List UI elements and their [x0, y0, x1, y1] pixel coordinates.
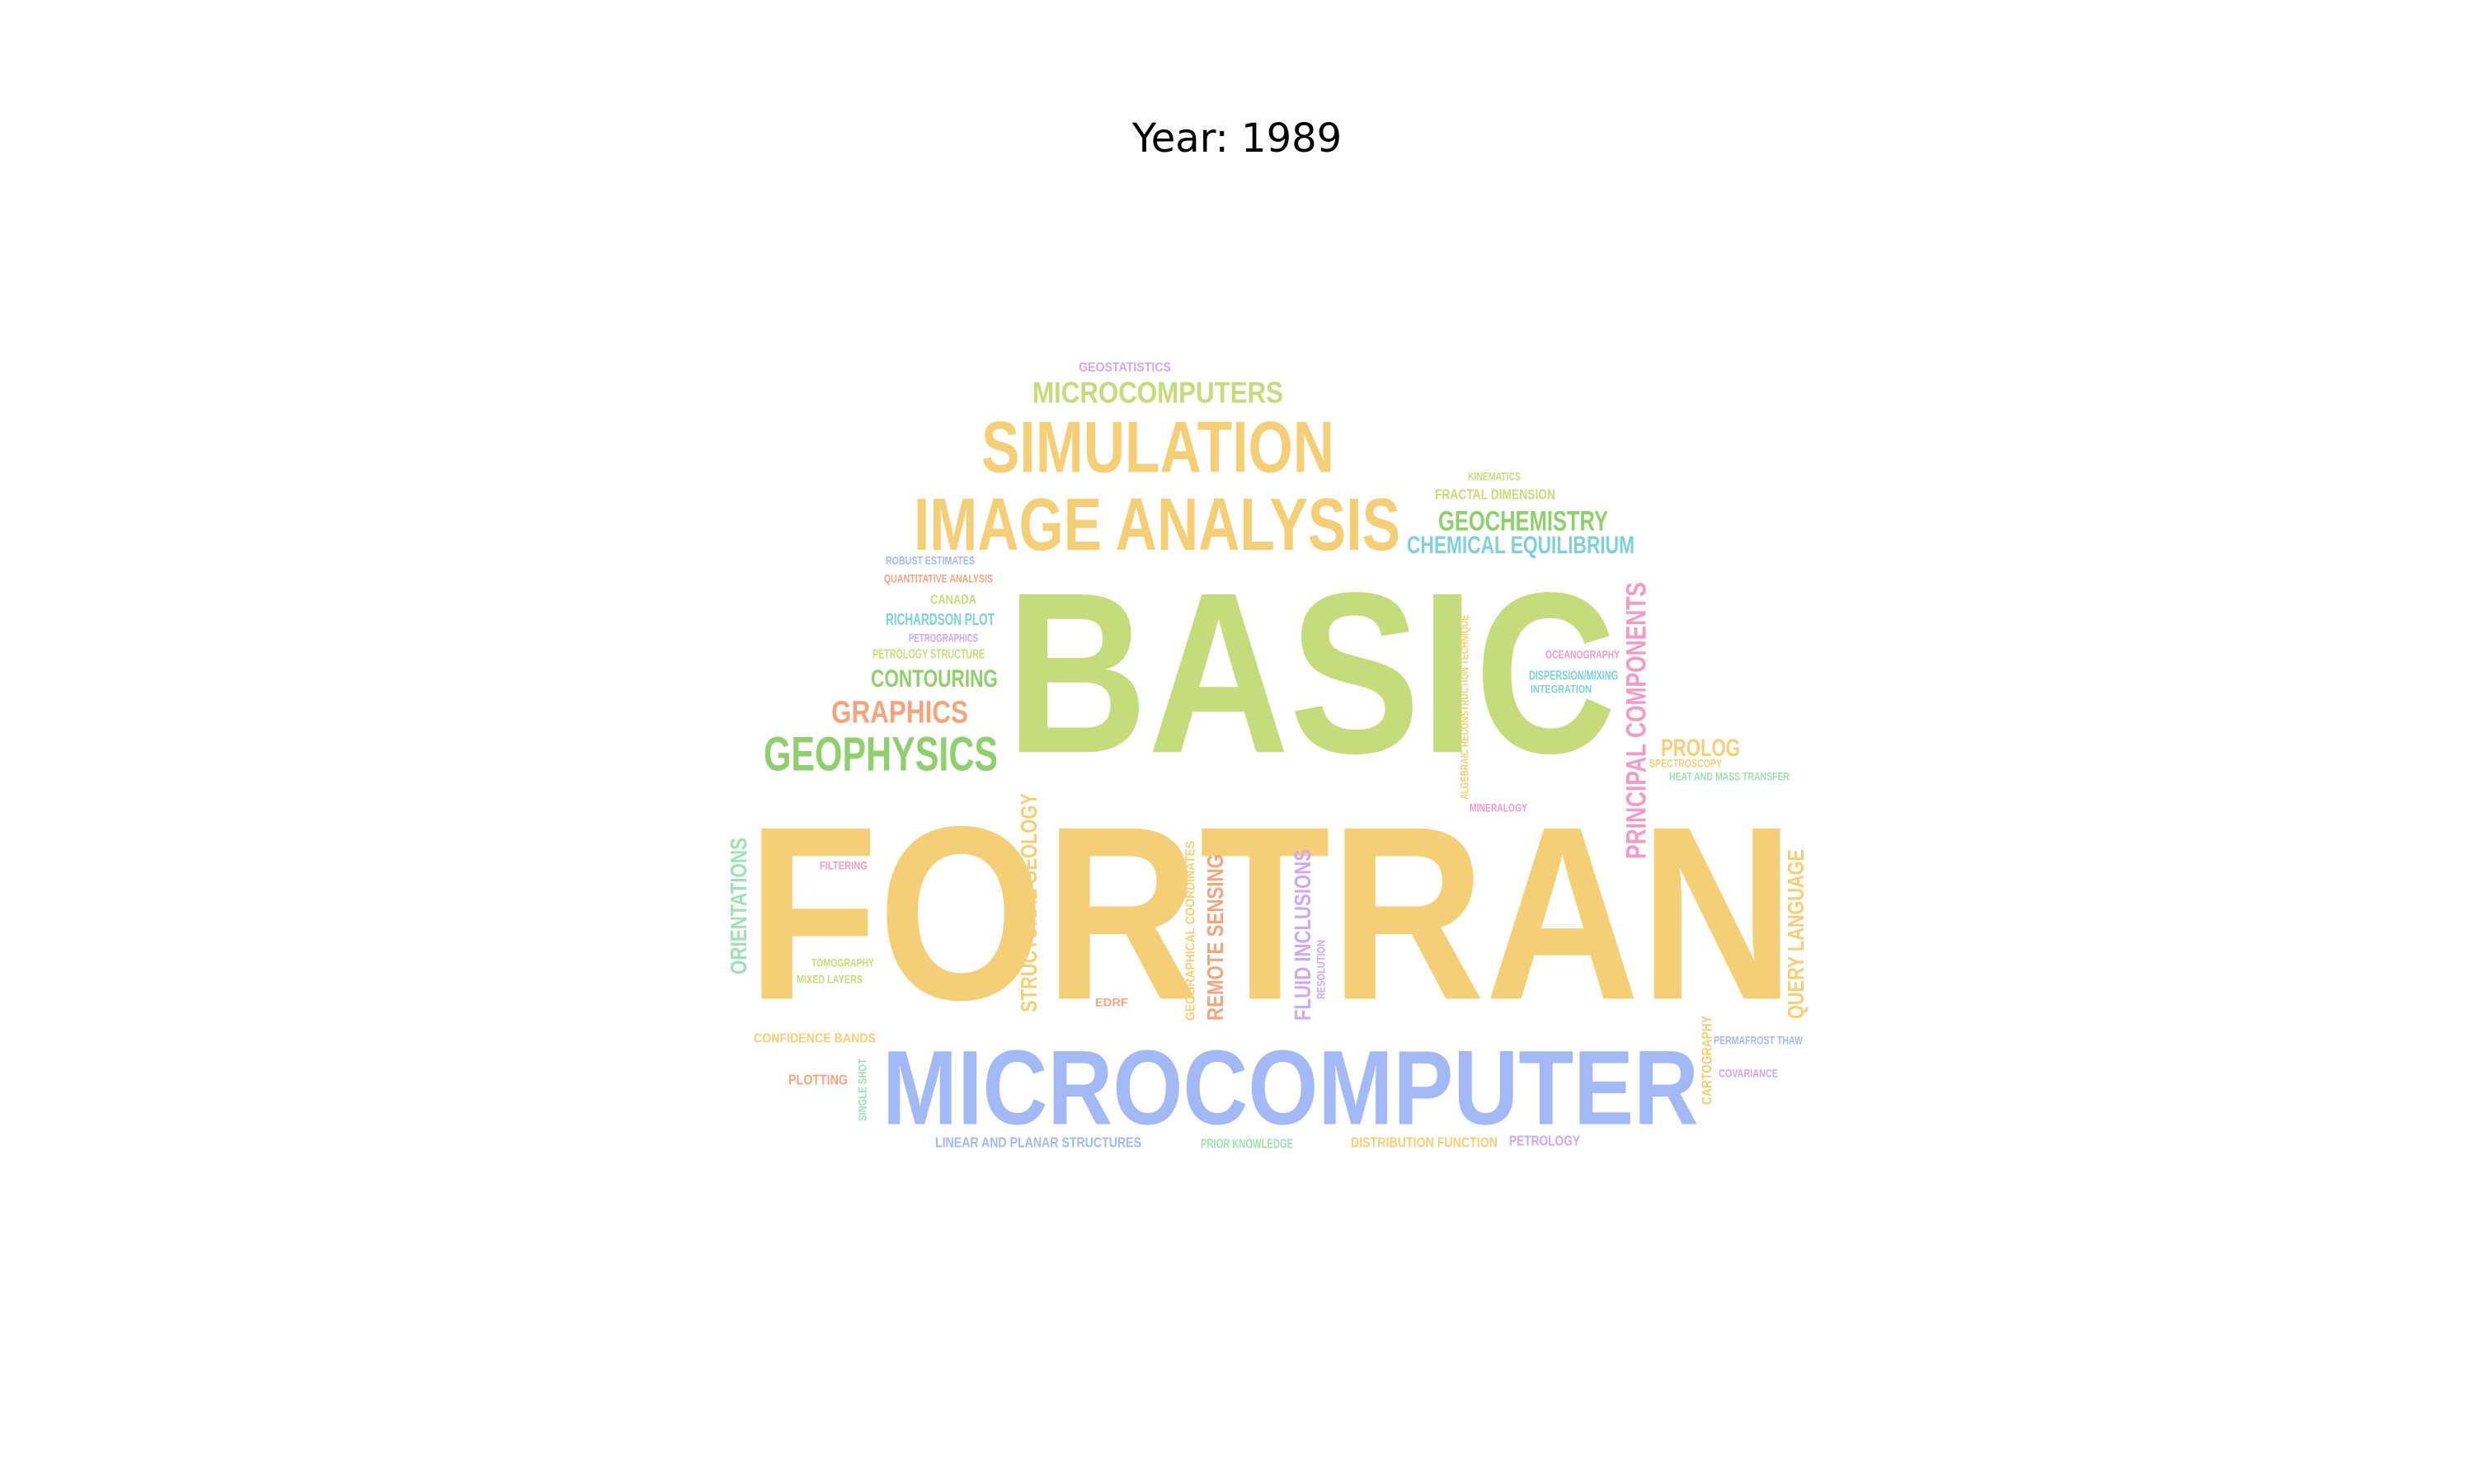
word-orientations: ORIENTATIONS: [726, 838, 752, 974]
word-petrology: PETROLOGY: [1509, 1133, 1580, 1150]
word-covariance: COVARIANCE: [1719, 1068, 1778, 1081]
word-tomography: TOMOGRAPHY: [811, 957, 874, 970]
word-chemical-equilibrium: CHEMICAL EQUILIBRIUM: [1407, 530, 1634, 559]
word-permafrost-thaw: PERMAFROST THAW: [1714, 1035, 1803, 1048]
word-spectroscopy: SPECTROSCOPY: [1649, 758, 1722, 771]
word-robust-estimates: ROBUST ESTIMATES: [886, 555, 975, 568]
word-oceanography: OCEANOGRAPHY: [1545, 649, 1620, 662]
word-microcomputer: MICROCOMPUTER: [882, 1029, 1699, 1148]
word-filtering: FILTERING: [820, 860, 868, 873]
word-structural-geology: STRUCTURAL GEOLOGY: [1016, 793, 1042, 1012]
word-richardson-plot: RICHARDSON PLOT: [886, 611, 995, 629]
word-fractal-dimension: FRACTAL DIMENSION: [1435, 486, 1555, 504]
word-fortran: FORTRAN: [747, 774, 1794, 1052]
word-geophysics: GEOPHYSICS: [764, 727, 998, 781]
word-petrographics: PETROGRAPHICS: [909, 632, 978, 646]
word-kinematics: KINEMATICS: [1468, 471, 1521, 484]
word-plotting: PLOTTING: [788, 1072, 848, 1089]
word-principal-components: PRINCIPAL COMPONENTS: [1620, 582, 1653, 859]
word-fluid-inclusions: FLUID INCLUSIONS: [1290, 849, 1316, 1021]
word-heat-and-mass-transfer: HEAT AND MASS TRANSFER: [1669, 771, 1790, 784]
word-mineralogy: MINERALOGY: [1470, 802, 1527, 815]
word-mixed-layers: MIXED LAYERS: [797, 974, 863, 987]
word-edrf: EDRF: [1095, 997, 1128, 1010]
word-algebraic-reconstruction-technique: ALGEBRAIC RECONSTRUCTION TECHNIQUE: [1459, 615, 1472, 800]
word-distribution-function: DISTRIBUTION FUNCTION: [1351, 1134, 1498, 1152]
word-dispersion-mixing: DISPERSION/MIXING: [1529, 668, 1618, 683]
word-basic: BASIC: [1006, 544, 1616, 801]
word-prolog: PROLOG: [1661, 733, 1740, 762]
word-geographical-coordinates: GEOGRAPHICAL COORDINATES: [1183, 841, 1198, 1021]
word-cartography: CARTOGRAPHY: [1699, 1016, 1716, 1105]
word-geostatistics: GEOSTATISTICS: [1079, 359, 1171, 375]
word-canada: CANADA: [930, 592, 976, 608]
word-contouring: CONTOURING: [871, 664, 998, 693]
word-linear-and-planar-structures: LINEAR AND PLANAR STRUCTURES: [935, 1134, 1141, 1152]
word-remote-sensing: REMOTE SENSING: [1202, 854, 1229, 1021]
word-simulation: SIMULATION: [981, 406, 1334, 488]
word-single-shot: SINGLE SHOT: [857, 1059, 870, 1121]
word-microcomputers: MICROCOMPUTERS: [1032, 377, 1283, 411]
word-prior-knowledge: PRIOR KNOWLEDGE: [1201, 1136, 1293, 1152]
word-image-analysis: IMAGE ANALYSIS: [914, 483, 1400, 567]
word-quantitative-analysis: QUANTITATIVE ANALYSIS: [884, 573, 993, 586]
word-query-language: QUERY LANGUAGE: [1783, 849, 1809, 1019]
word-petrology-structure: PETROLOGY STRUCTURE: [872, 646, 985, 662]
word-geochemistry: GEOCHEMISTRY: [1438, 505, 1608, 538]
word-resolution: RESOLUTION: [1315, 940, 1329, 999]
word-confidence-bands: CONFIDENCE BANDS: [754, 1031, 876, 1046]
word-graphics: GRAPHICS: [831, 695, 968, 730]
chart-title: Year: 1989: [1131, 115, 1343, 162]
word-integration: INTEGRATION: [1531, 683, 1592, 697]
